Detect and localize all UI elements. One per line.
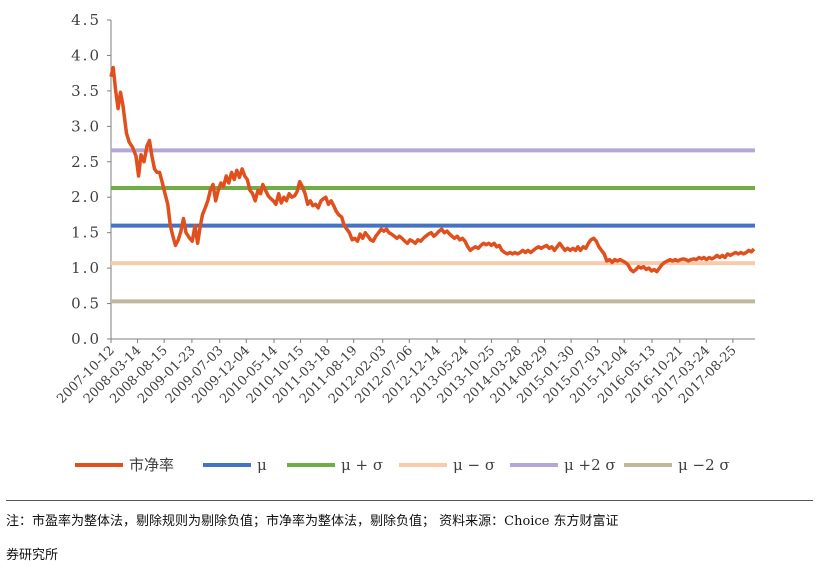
x-axis-ticks: 2007-10-122008-03-142008-08-152009-01-23… [54, 339, 740, 407]
y-tick-label: 1.0 [71, 259, 101, 277]
y-tick-label: 3.0 [71, 117, 101, 135]
legend-label: μ −2 σ [678, 456, 730, 474]
legend-label: μ − σ [453, 456, 495, 474]
y-tick-label: 2.5 [71, 153, 101, 171]
y-tick-label: 0.0 [71, 330, 101, 348]
legend-label: 市净率 [129, 456, 174, 474]
legend: 市净率 μ μ + σ μ − σ μ +2 σ μ −2 σ [75, 456, 730, 474]
y-tick-label: 3.5 [71, 82, 101, 100]
band-lines [111, 148, 755, 304]
y-tick-label: 4.0 [71, 46, 101, 64]
line-chart: 0.0 0.5 1.0 1.5 2.0 2.5 3.0 3.5 4.0 4.5 2007-10-1… [54, 11, 756, 474]
y-tick-label: 0.5 [71, 295, 101, 313]
y-tick-label: 1.5 [71, 224, 101, 242]
series-lines [109, 65, 756, 274]
footer-divider [6, 500, 813, 501]
footnote-line-2: 券研究所 [6, 548, 59, 563]
y-tick-label: 2.0 [71, 188, 101, 206]
y-tick-label: 4.5 [71, 11, 101, 29]
legend-label: μ + σ [341, 456, 383, 474]
y-axis-ticks: 0.0 0.5 1.0 1.5 2.0 2.5 3.0 3.5 4.0 4.5 [71, 11, 111, 348]
pb-ratio-line [109, 65, 756, 274]
footnote-line-1: 注：市盈率为整体法，剔除规则为剔除负值；市净率为整体法，剔除负值； 资料来源：C… [6, 514, 619, 529]
legend-label: μ +2 σ [564, 456, 616, 474]
legend-label: μ [257, 456, 267, 474]
